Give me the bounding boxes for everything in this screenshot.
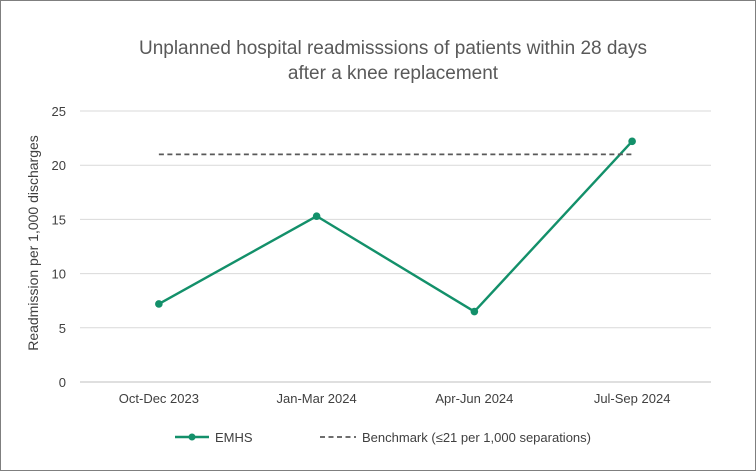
- x-tick-label: Apr-Jun 2024: [435, 391, 513, 406]
- data-point-emhs: [312, 212, 321, 220]
- legend-benchmark-label: Benchmark (≤21 per 1,000 separations): [362, 430, 591, 445]
- x-tick-label: Jul-Sep 2024: [594, 391, 671, 406]
- x-tick-label: Jan-Mar 2024: [277, 391, 357, 406]
- y-axis-label: Readmission per 1,000 discharges: [25, 135, 41, 351]
- y-tick-label: 20: [52, 158, 66, 173]
- data-point-emhs: [155, 300, 163, 308]
- series-line-emhs: [158, 140, 634, 313]
- y-tick-label: 10: [52, 267, 66, 282]
- y-tick-label: 5: [59, 321, 66, 336]
- legend: EMHS Benchmark (≤21 per 1,000 separation…: [175, 430, 591, 445]
- y-tick-label: 15: [52, 212, 66, 227]
- x-axis-ticks: Oct-Dec 2023 Jan-Mar 2024 Apr-Jun 2024 Jul-…: [119, 391, 671, 406]
- chart-title-line-1: Unplanned hospital readmisssions of pati…: [139, 38, 647, 59]
- y-tick-label: 25: [52, 104, 66, 119]
- data-point-emhs: [470, 307, 479, 316]
- x-tick-label: Oct-Dec 2023: [119, 391, 199, 406]
- series-group: [155, 137, 636, 316]
- chart-title-line-2: after a knee replacement: [288, 63, 499, 84]
- legend-emhs-label: EMHS: [215, 430, 253, 445]
- y-tick-label: 0: [59, 375, 66, 390]
- y-axis-ticks: 0 5 10 15 20 25: [52, 104, 66, 390]
- data-point-emhs: [628, 137, 636, 146]
- gridlines: [80, 110, 711, 383]
- legend-emhs-marker: [188, 433, 196, 441]
